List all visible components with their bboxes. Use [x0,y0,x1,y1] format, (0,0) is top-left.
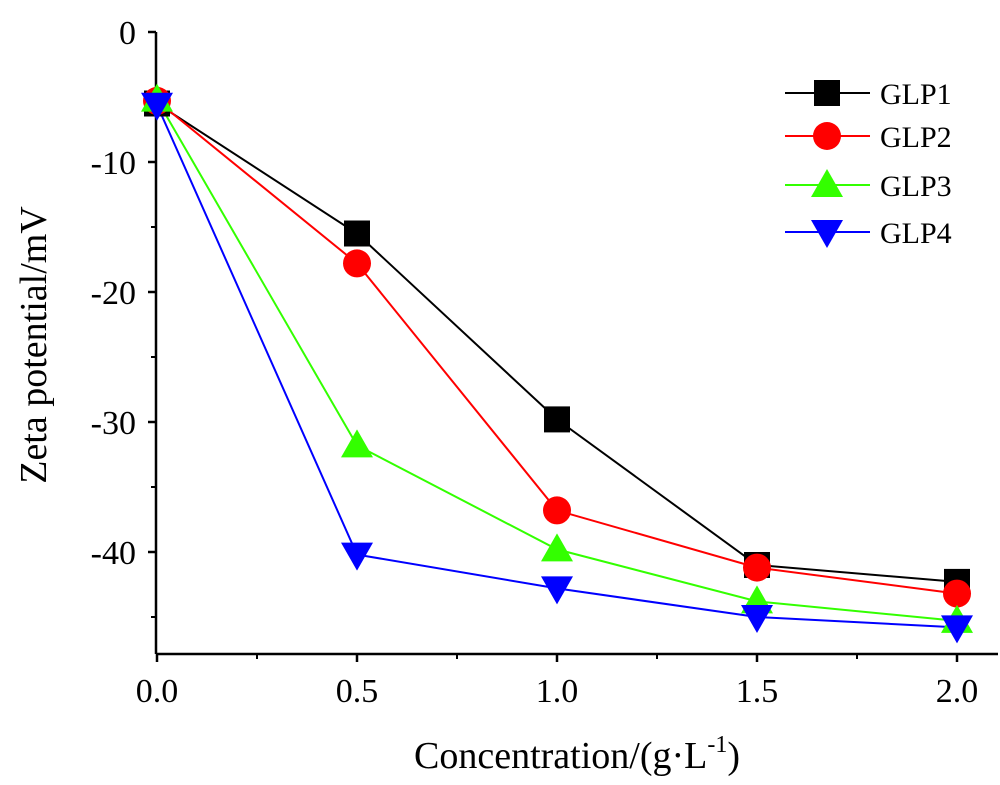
legend-label-glp4: GLP4 [880,217,952,250]
y-tick-label: -40 [91,535,136,572]
y-tick-label: 0 [119,15,136,52]
data-point-glp3 [541,533,573,562]
y-tick-label: -10 [91,145,136,182]
data-point-glp4 [741,605,773,633]
legend-label-glp2: GLP2 [880,121,952,154]
x-tick-label: 0.5 [336,673,379,710]
axes [154,32,998,656]
x-axis-label-superscript: -1 [707,732,727,758]
y-tick-label: -20 [91,275,136,312]
data-point-glp2 [743,553,771,582]
data-point-glp3 [341,429,373,458]
ticks: 0 -10 -20 -30 -40 0.0 0.5 1.0 1.5 2.0 [91,15,979,710]
legend-marker-glp3 [811,169,843,197]
legend-item-glp3: GLP3 [785,169,952,203]
legend-marker-glp4 [811,220,843,248]
x-axis-label-close: ) [727,735,740,777]
x-tick-label: 1.0 [536,673,579,710]
y-tick-label: -30 [91,405,136,442]
legend-item-glp4: GLP4 [785,217,952,250]
legend-marker-glp2 [813,122,841,150]
data-point-glp1 [544,406,570,433]
data-point-glp2 [543,496,571,525]
x-tick-label: 2.0 [936,673,979,710]
x-tick-label: 0.0 [136,673,179,710]
y-axis-label: Zeta potential/mV [13,206,55,484]
legend-label-glp3: GLP3 [880,170,952,203]
data-point-glp4 [541,576,573,605]
legend-item-glp1: GLP1 [785,78,952,111]
data-point-glp4 [341,542,373,571]
legend-item-glp2: GLP2 [785,121,952,154]
x-axis-label: Concentration/(g·L-1) [414,732,740,777]
x-tick-label: 1.5 [736,673,779,710]
data-point-glp2 [943,579,971,608]
data-point-glp4 [141,92,173,121]
series-markers [141,83,973,644]
data-point-glp2 [343,249,371,278]
data-point-glp4 [941,615,973,644]
x-axis-label-main: Concentration/(g·L [414,735,707,777]
data-point-glp1 [344,220,370,247]
legend-marker-glp1 [814,80,840,106]
legend: GLP1 GLP2 GLP3 GLP4 [785,78,952,250]
legend-label-glp1: GLP1 [880,78,952,111]
